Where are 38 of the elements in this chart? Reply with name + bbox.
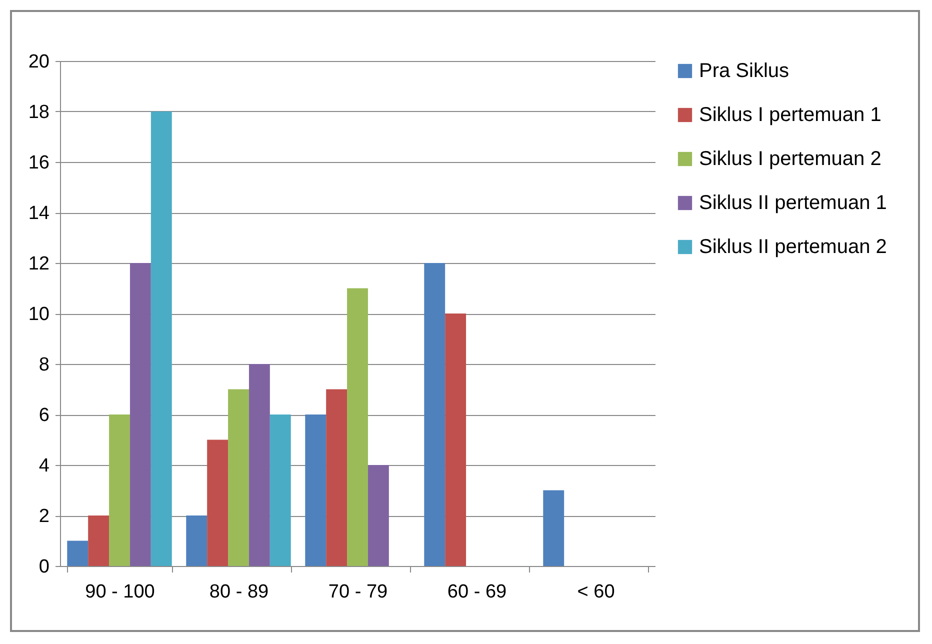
bar [424,263,446,566]
y-tick-label: 16 [28,152,50,174]
x-tick-label: 90 - 100 [85,582,155,602]
bar [150,112,172,566]
legend-label: Siklus I pertemuan 2 [699,148,882,170]
bar [130,263,151,566]
bar [270,414,291,566]
y-tick-label: 14 [28,203,50,224]
bar [186,516,208,566]
y-tick-label: 4 [38,456,50,476]
y-tick-label: 8 [38,354,50,376]
bar [67,540,88,566]
bar [326,389,348,566]
bar [207,440,228,566]
legend-label: Pra Siklus [699,60,790,82]
y-tick-label: 2 [38,506,50,527]
bar [305,414,326,566]
legend-label: Siklus II pertemuan 1 [699,192,887,214]
y-tick-label: 10 [28,304,50,325]
x-tick-label: 70 - 79 [328,582,388,602]
y-tick-label: 20 [28,52,50,72]
x-tick-label: 80 - 89 [209,582,269,602]
legend-label: Siklus II pertemuan 2 [699,236,887,258]
y-tick-label: 12 [28,254,50,274]
bar [88,516,110,566]
x-tick-label: 60 - 69 [447,582,507,602]
bar [109,414,130,566]
x-tick-label: < 60 [577,582,615,602]
legend-label: Siklus I pertemuan 1 [699,104,882,126]
bar [368,465,389,566]
bar [347,288,368,566]
bar [228,389,249,566]
bar [543,490,564,566]
y-tick-label: 6 [38,405,50,426]
bar [445,314,466,566]
bar [248,364,270,566]
y-tick-label: 0 [38,556,50,578]
y-tick-label: 18 [28,102,50,123]
